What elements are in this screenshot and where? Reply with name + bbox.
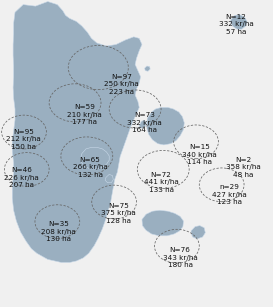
Polygon shape [81, 147, 109, 169]
Text: N=65
266 kr/ha
132 ha: N=65 266 kr/ha 132 ha [73, 157, 108, 177]
Polygon shape [147, 107, 184, 145]
Text: N=73
332 kr/ha
164 ha: N=73 332 kr/ha 164 ha [127, 112, 162, 133]
Text: N=97
250 kr/ha
223 ha: N=97 250 kr/ha 223 ha [104, 74, 139, 95]
Polygon shape [231, 15, 247, 29]
Polygon shape [142, 210, 183, 236]
Text: N=15
340 kr/ha
114 ha: N=15 340 kr/ha 114 ha [182, 144, 217, 165]
Polygon shape [12, 2, 142, 262]
Polygon shape [139, 120, 146, 128]
Text: N=95
212 kr/ha
150 ha: N=95 212 kr/ha 150 ha [6, 129, 41, 150]
Text: N=2
358 kr/ha
48 ha: N=2 358 kr/ha 48 ha [225, 157, 260, 177]
Text: N=76
343 kr/ha
180 ha: N=76 343 kr/ha 180 ha [163, 247, 198, 268]
Text: N=35
208 kr/ha
130 ha: N=35 208 kr/ha 130 ha [41, 221, 76, 242]
Text: N=46
226 kr/ha
207 ha: N=46 226 kr/ha 207 ha [4, 167, 39, 188]
Polygon shape [145, 66, 150, 71]
Text: N=75
375 kr/ha
128 ha: N=75 375 kr/ha 128 ha [101, 203, 136, 223]
Text: N=72
441 kr/ha
133 ha: N=72 441 kr/ha 133 ha [144, 172, 179, 193]
Text: N=12
332 kr/ha
57 ha: N=12 332 kr/ha 57 ha [219, 14, 254, 35]
Text: N=59
210 kr/ha
177 ha: N=59 210 kr/ha 177 ha [67, 104, 102, 125]
Polygon shape [191, 226, 205, 239]
Polygon shape [105, 174, 113, 183]
Text: n=29
427 kr/ha
123 ha: n=29 427 kr/ha 123 ha [212, 184, 247, 205]
